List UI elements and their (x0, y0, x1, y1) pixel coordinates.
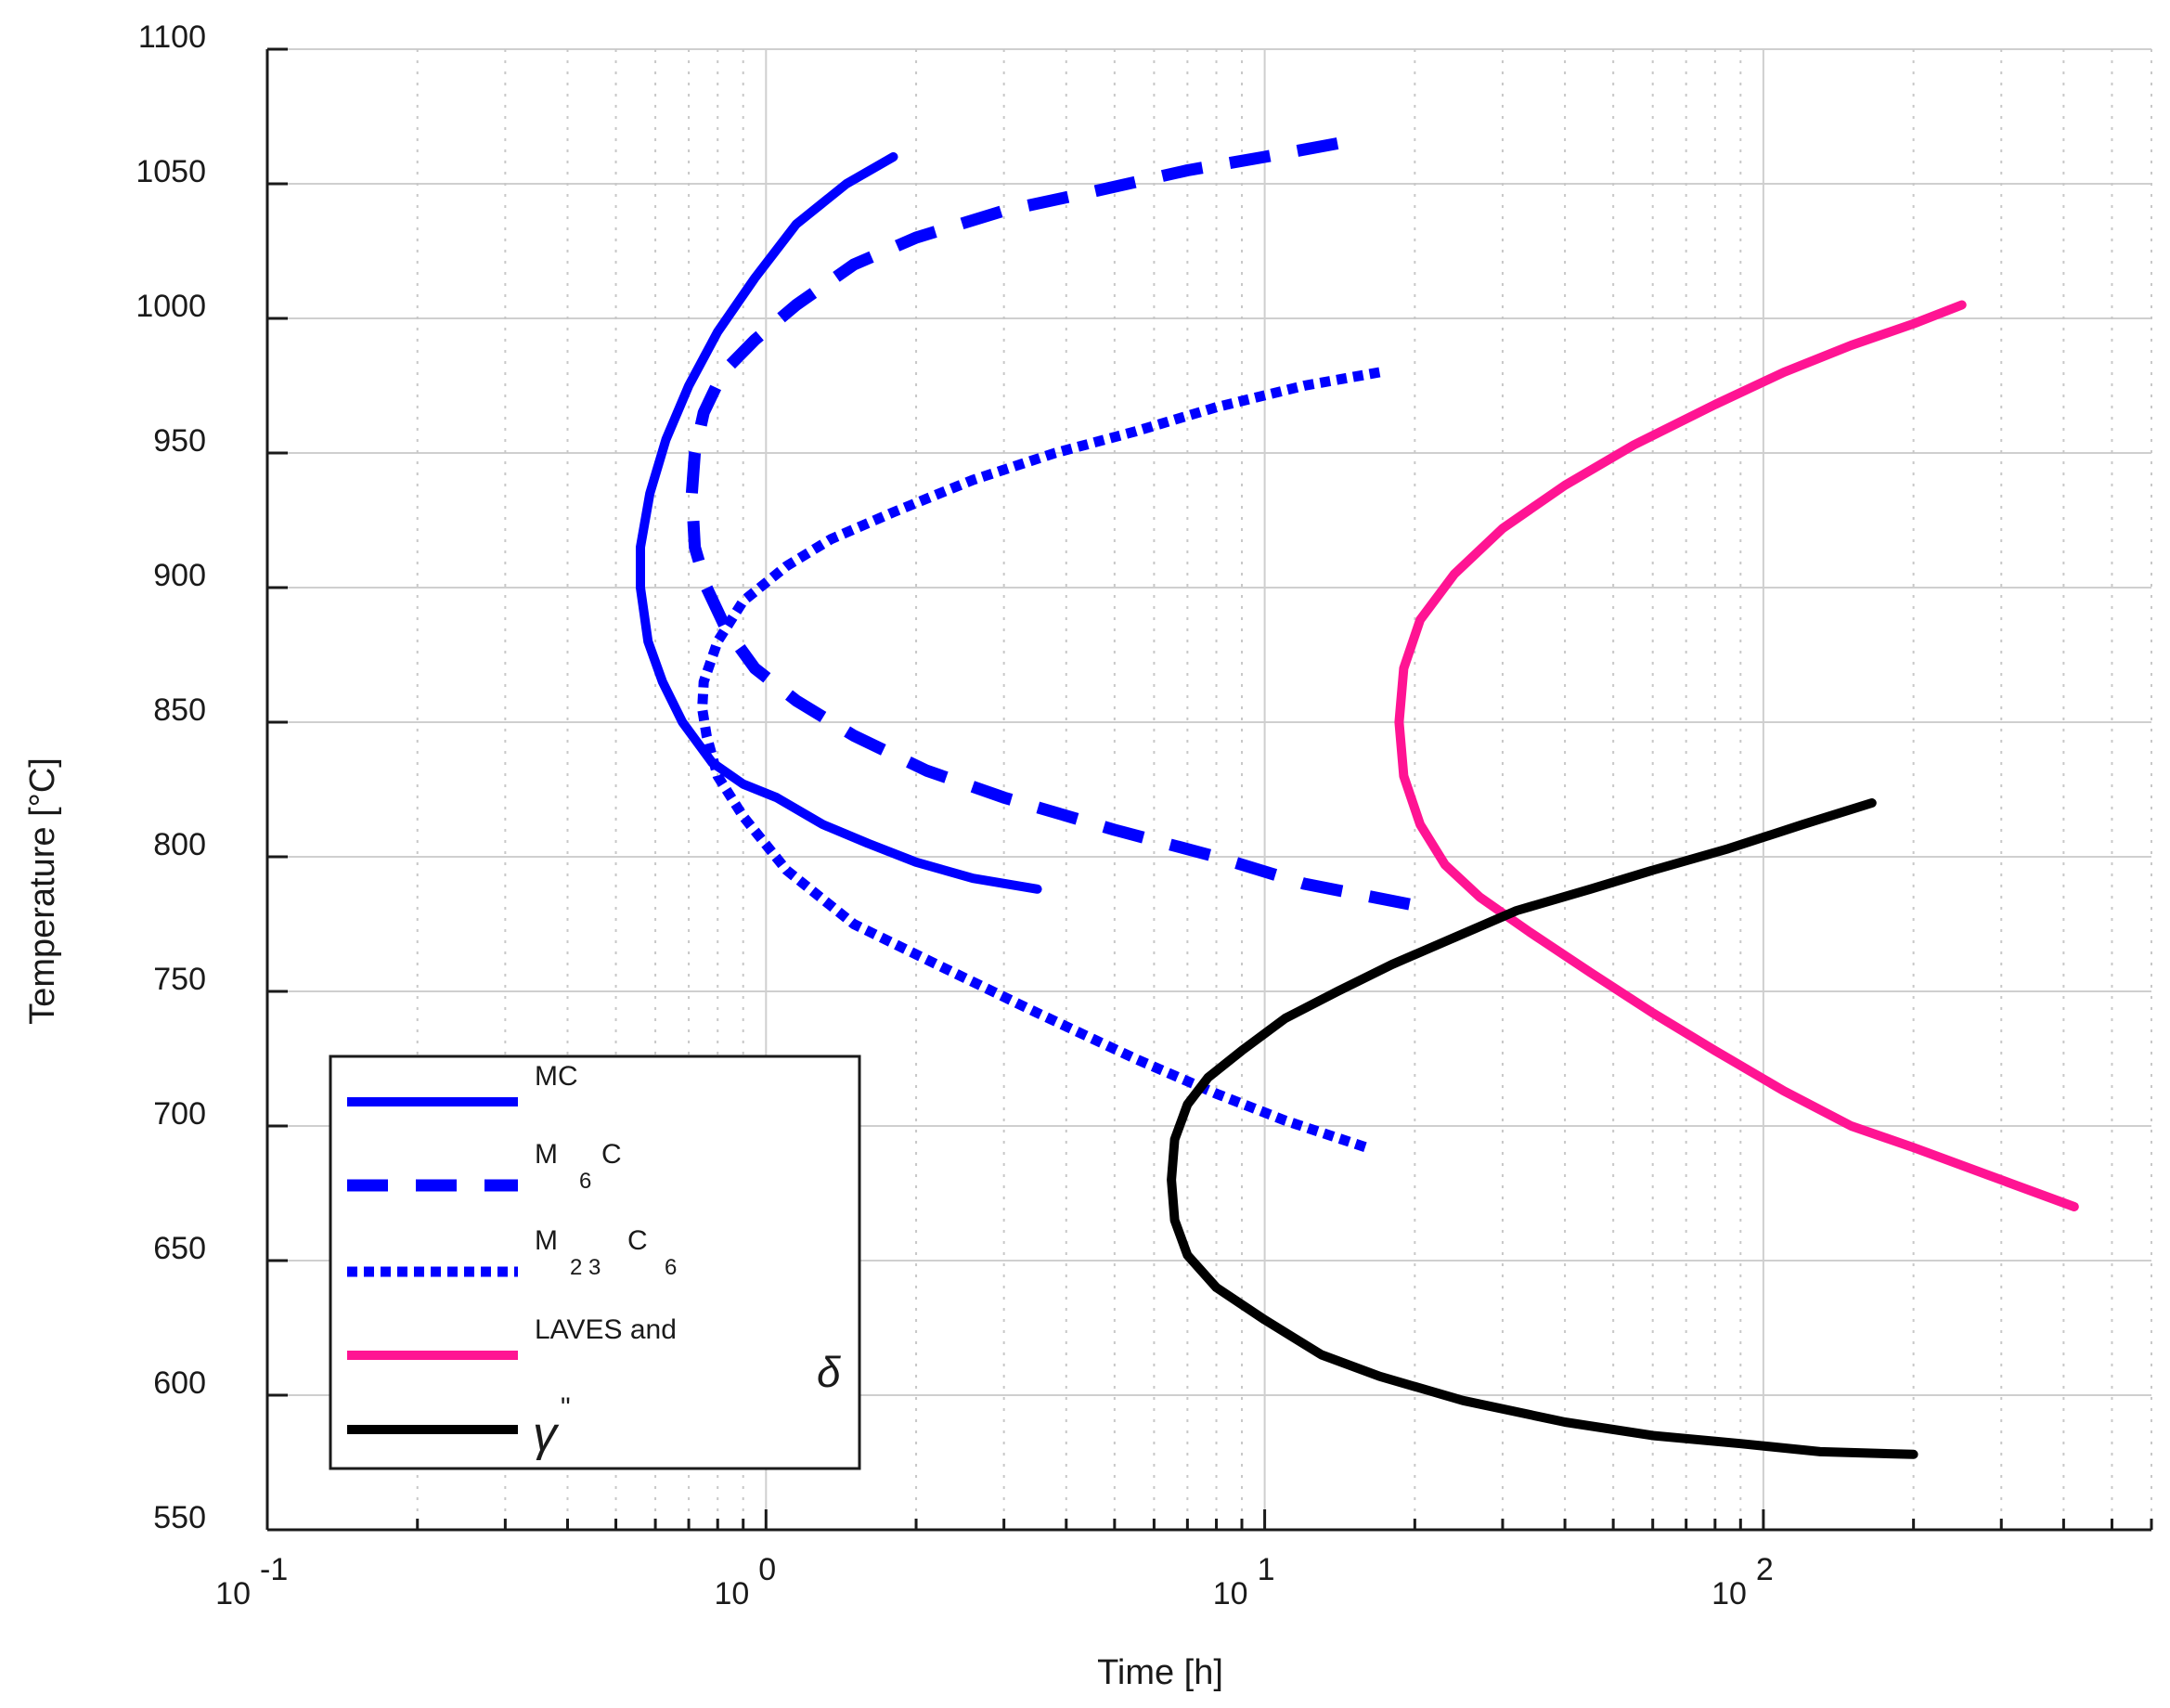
y-tick-label: 900 (153, 558, 206, 593)
x-tick-label: 10 (1711, 1576, 1747, 1611)
legend-label-m6c-c: C (601, 1139, 622, 1170)
legend-label-m6c: M (535, 1139, 558, 1170)
y-tick-label: 1100 (138, 19, 206, 55)
y-tick-label: 550 (153, 1500, 206, 1535)
legend-label-m23c6: M (535, 1225, 558, 1256)
y-tick-label: 950 (153, 423, 206, 459)
x-tick-labels: 10 -1 10 0 10 1 10 2 (215, 1552, 1774, 1611)
series-line-m23c6 (697, 367, 1381, 1153)
x-axis-title: Time [h] (1097, 1653, 1223, 1692)
y-tick-label: 800 (153, 827, 206, 862)
series-line-mc (636, 152, 1042, 894)
y-axis-title: Temperature [°C] (23, 757, 62, 1025)
x-tick-exponent: 1 (1258, 1552, 1275, 1587)
legend-box (329, 1055, 861, 1470)
y-tick-labels: 550 600 650 700 750 800 850 900 950 1000 1050 1100 (136, 19, 206, 1535)
series-line-laves (1394, 300, 2079, 1211)
series-line-gamma (1167, 798, 1918, 1459)
legend-label-gamma: γ (533, 1407, 560, 1461)
axes (265, 47, 2153, 1532)
legend-label-delta: δ (817, 1348, 841, 1396)
y-tick-label: 700 (153, 1096, 206, 1132)
legend-subscript: 6 (579, 1169, 591, 1194)
y-tick-label: 600 (153, 1365, 206, 1401)
x-tick-exponent: -1 (260, 1552, 288, 1587)
y-tick-label: 850 (153, 692, 206, 728)
x-tick-label: 10 (215, 1576, 251, 1611)
y-tick-label: 650 (153, 1231, 206, 1266)
legend-subscript: 2 3 (570, 1255, 601, 1280)
y-tick-label: 750 (153, 962, 206, 997)
series-line-m6c (685, 137, 1416, 912)
x-tick-exponent: 0 (758, 1552, 776, 1587)
series-layer (636, 137, 2079, 1459)
legend-label-mc: MC (535, 1061, 578, 1092)
y-tick-label: 1000 (136, 289, 206, 324)
legend-label-gamma-mark: " (561, 1392, 571, 1423)
legend-label-laves: LAVES and (535, 1314, 677, 1345)
legend-subscript: 6 (665, 1255, 677, 1280)
legend-label-m23c6-c: C (627, 1225, 648, 1256)
x-tick-label: 10 (1213, 1576, 1248, 1611)
x-tick-label: 10 (714, 1576, 749, 1611)
x-tick-exponent: 2 (1756, 1552, 1774, 1587)
y-tick-label: 1050 (136, 154, 206, 189)
